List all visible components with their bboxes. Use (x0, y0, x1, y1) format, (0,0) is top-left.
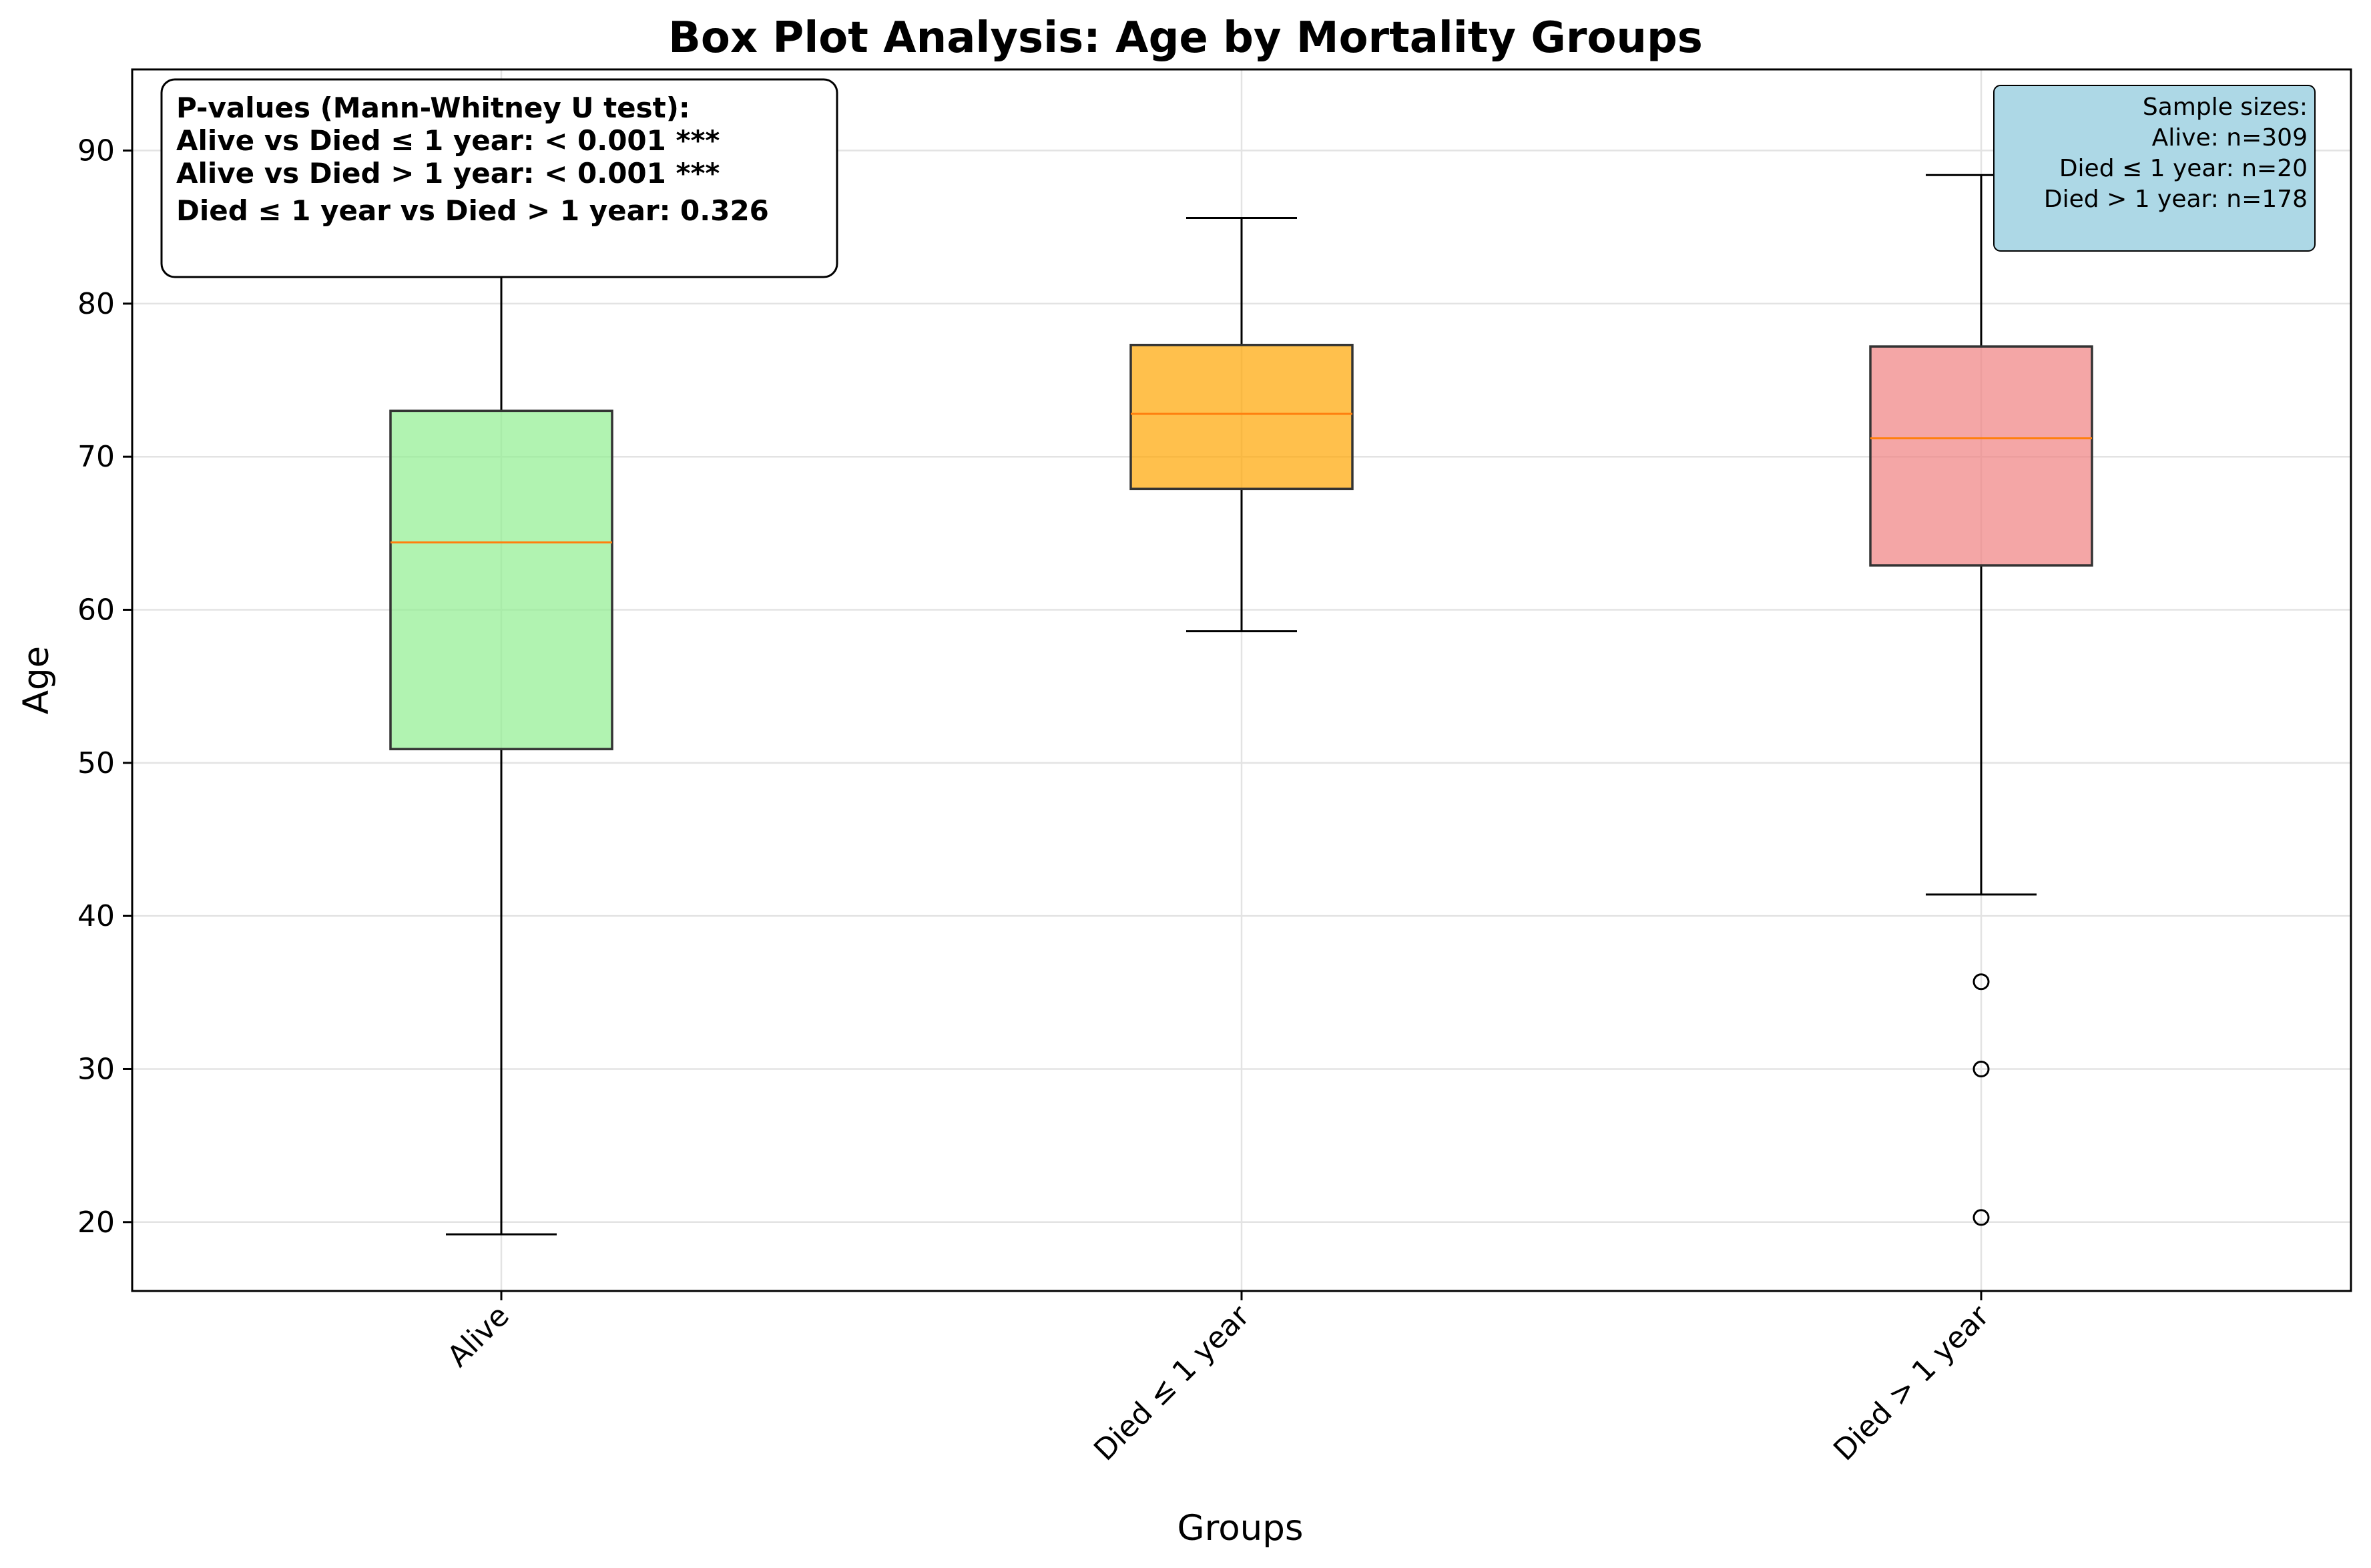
sample-size-died-gt-1: Died > 1 year: n=178 (2044, 186, 2308, 213)
pvalues-box (160, 78, 838, 278)
pvalues-heading: P-values (Mann-Whitney U test): (176, 91, 690, 124)
box-group (1869, 174, 2093, 1226)
y-tick-label: 90 (77, 134, 115, 168)
chart-title: Box Plot Analysis: Age by Mortality Grou… (668, 13, 1703, 63)
x-tick-label: Died > 1 year (1827, 1298, 1996, 1467)
y-tick-label: 20 (77, 1206, 115, 1240)
y-tick-label: 40 (77, 899, 115, 933)
x-tick-label: Died ≤ 1 year (1087, 1298, 1256, 1467)
outlier-point (1972, 1060, 1990, 1077)
x-axis-label: Groups (1177, 1508, 1304, 1549)
sample-sizes-heading: Sample sizes: (2143, 93, 2308, 121)
iqr-box (1129, 344, 1354, 491)
box-group (1129, 216, 1354, 633)
x-tick-label: Alive (441, 1299, 516, 1374)
y-tick-label: 30 (77, 1052, 115, 1086)
box-group (389, 272, 613, 1236)
axes-layer: 20 30 40 50 60 70 80 90 Alive Died ≤ 1 year Died >… (77, 134, 1996, 1468)
iqr-box (389, 409, 613, 750)
y-axis-label: Age (16, 646, 57, 715)
iqr-box (1869, 345, 2093, 567)
sample-size-died-le-1: Died ≤ 1 year: n=20 (2059, 155, 2308, 182)
pvalues-annotation: P-values (Mann-Whitney U test): Alive vs… (160, 78, 838, 278)
y-tick-label: 70 (77, 440, 115, 474)
outlier-point (1972, 1209, 1990, 1226)
pvalue-alive-vs-died-gt-1: Alive vs Died > 1 year: < 0.001 *** (176, 157, 720, 190)
pvalue-alive-vs-died-le-1: Alive vs Died ≤ 1 year: < 0.001 *** (176, 124, 720, 157)
boxes-layer (389, 174, 2093, 1236)
sample-sizes-box (1993, 85, 2316, 252)
y-tick-label: 80 (77, 287, 115, 321)
y-tick-label: 60 (77, 593, 115, 627)
sample-sizes-annotation: Sample sizes: Alive: n=309 Died ≤ 1 year… (1993, 85, 2316, 252)
y-tick-label: 50 (77, 746, 115, 780)
outlier-point (1972, 973, 1990, 991)
pvalue-died-le-1-vs-died-gt-1: Died ≤ 1 year vs Died > 1 year: 0.326 (176, 194, 769, 227)
sample-size-alive: Alive: n=309 (2152, 124, 2308, 152)
